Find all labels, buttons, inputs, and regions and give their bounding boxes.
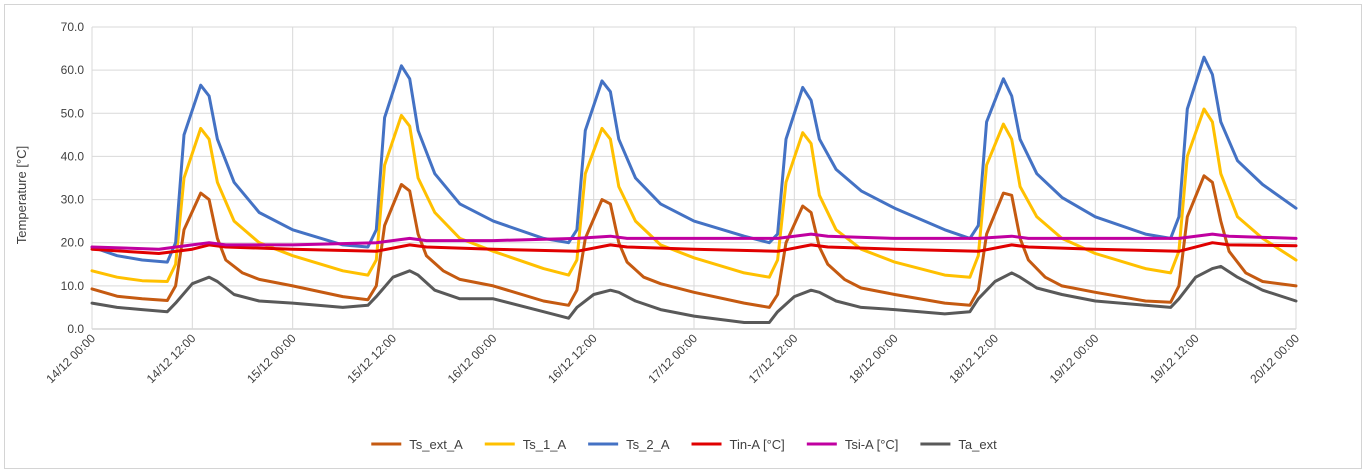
x-tick-label: 16/12 12:00 xyxy=(545,331,600,386)
x-tick-label: 14/12 00:00 xyxy=(43,331,98,386)
x-axis-ticks: 14/12 00:00 14/12 12:00 15/12 00:00 15/12 1… xyxy=(43,331,1302,386)
y-tick-label: 40.0 xyxy=(61,149,85,163)
x-tick-label: 20/12 00:00 xyxy=(1247,331,1302,386)
y-tick-label: 60.0 xyxy=(61,63,85,77)
series-line-tin-a-c- xyxy=(90,241,1298,255)
legend-label: Ts_2_A xyxy=(626,437,670,452)
series-line-ta-ext xyxy=(90,264,1298,324)
y-tick-label: 20.0 xyxy=(61,236,85,250)
x-tick-label: 14/12 12:00 xyxy=(144,331,199,386)
x-tick-label: 19/12 12:00 xyxy=(1147,331,1202,386)
y-axis-title: Temperature [°C] xyxy=(14,146,29,244)
grid xyxy=(91,26,1297,330)
y-tick-label: 0.0 xyxy=(67,322,84,336)
series-lines xyxy=(90,55,1298,324)
y-tick-label: 10.0 xyxy=(61,279,85,293)
x-tick-label: 15/12 00:00 xyxy=(244,331,299,386)
x-tick-label: 16/12 00:00 xyxy=(445,331,500,386)
x-tick-label: 15/12 12:00 xyxy=(344,331,399,386)
y-tick-label: 70.0 xyxy=(61,20,85,34)
x-tick-label: 17/12 00:00 xyxy=(645,331,700,386)
series-line-ts-2-a xyxy=(90,55,1298,264)
legend-label: Tin-A [°C] xyxy=(730,437,785,452)
y-axis-ticks: 0.0 10.0 20.0 30.0 40.0 50.0 60.0 70.0 xyxy=(61,20,85,336)
legend-label: Tsi-A [°C] xyxy=(845,437,899,452)
series-line-ts-ext-a xyxy=(90,174,1298,309)
y-tick-label: 30.0 xyxy=(61,193,85,207)
x-tick-label: 18/12 00:00 xyxy=(846,331,901,386)
series-line-tsi-a-c- xyxy=(90,232,1298,251)
legend-label: Ts_1_A xyxy=(523,437,567,452)
chart-frame xyxy=(4,4,1362,469)
legend: Ts_ext_A Ts_1_A Ts_2_A Tin-A [°C] Tsi-A [°C]… xyxy=(371,437,997,452)
x-tick-label: 17/12 12:00 xyxy=(746,331,801,386)
x-tick-label: 18/12 12:00 xyxy=(946,331,1001,386)
legend-label: Ta_ext xyxy=(958,437,997,452)
x-tick-label: 19/12 00:00 xyxy=(1047,331,1102,386)
y-tick-label: 50.0 xyxy=(61,106,85,120)
legend-label: Ts_ext_A xyxy=(409,437,463,452)
